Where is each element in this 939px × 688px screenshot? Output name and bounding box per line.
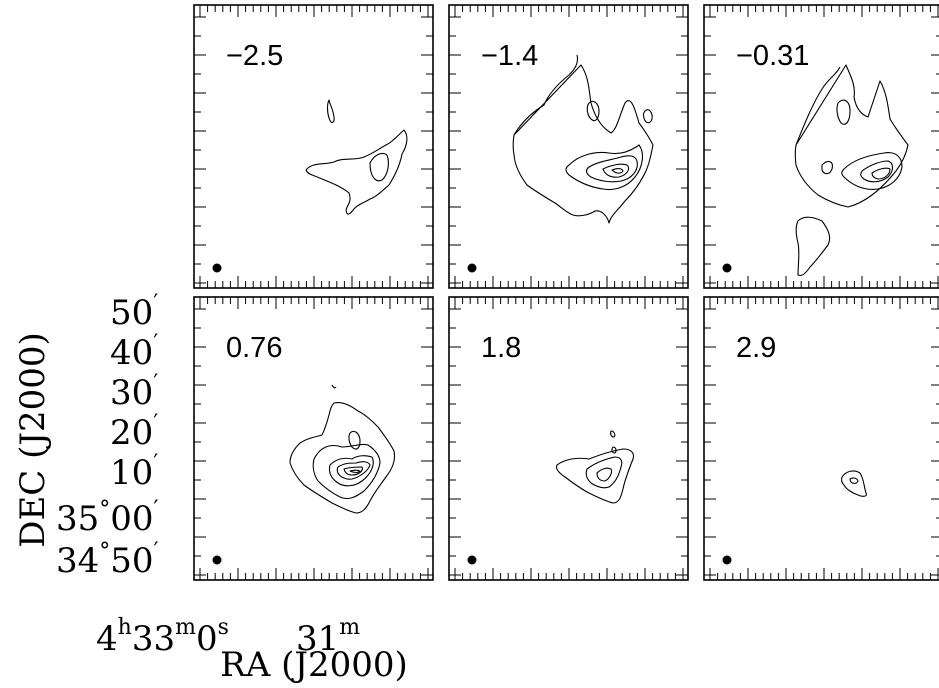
contour-line xyxy=(841,470,867,497)
contour-line xyxy=(343,466,363,476)
contour-set xyxy=(512,54,654,224)
contour-line xyxy=(596,467,613,482)
beam-marker xyxy=(467,263,477,273)
y-tick-labels: 50′ 40′ 30′ 20′ 10′ 35°00′ 34°50′ xyxy=(56,291,159,581)
panel-ticks xyxy=(449,297,688,580)
contour-line xyxy=(602,163,630,178)
contour-line xyxy=(611,168,624,174)
contour-line xyxy=(305,129,408,215)
panel-1: −2.5 xyxy=(193,4,434,289)
contour-line xyxy=(312,443,381,500)
contour-line xyxy=(328,455,374,487)
contour-line xyxy=(349,469,361,474)
y-tick-40: 40′ xyxy=(110,331,158,373)
panel-ticks xyxy=(704,297,939,580)
contour-line xyxy=(841,152,903,190)
contour-line xyxy=(369,152,389,182)
panel-4: 0.76 xyxy=(193,296,434,581)
contour-line xyxy=(611,446,617,454)
contour-line xyxy=(642,109,653,124)
contour-line xyxy=(836,99,851,125)
panel-6: 2.9 xyxy=(703,296,939,581)
contour-set xyxy=(555,430,635,504)
contour-line xyxy=(586,155,638,183)
velocity-label: 1.8 xyxy=(481,332,521,364)
velocity-label: 0.76 xyxy=(226,332,282,364)
contour-line xyxy=(289,401,396,514)
contour-line xyxy=(610,430,616,438)
panel-3: −0.31 xyxy=(703,4,939,289)
contour-line xyxy=(585,456,623,489)
contour-line xyxy=(794,64,909,208)
panel-ticks xyxy=(194,297,433,580)
contour-line xyxy=(331,384,337,389)
panel-ticks xyxy=(704,5,939,288)
x-axis-title: RA (J2000) xyxy=(220,645,408,685)
contour-line xyxy=(849,477,859,484)
panel-ticks xyxy=(449,5,688,288)
velocity-label: −0.31 xyxy=(736,40,809,72)
velocity-label: −2.5 xyxy=(226,40,283,72)
y-tick-30: 30′ xyxy=(110,371,158,413)
contour-line xyxy=(860,160,894,183)
y-tick-50: 50′ xyxy=(110,291,158,333)
beam-marker xyxy=(212,555,222,565)
contour-set xyxy=(305,99,408,215)
beam-marker xyxy=(722,263,732,273)
contour-line xyxy=(795,216,831,277)
y-tick-10: 10′ xyxy=(110,451,158,493)
y-tick-35-00: 35°00′ xyxy=(56,497,159,539)
beam-marker xyxy=(722,555,732,565)
y-tick-34-50: 34°50′ xyxy=(56,539,159,581)
contour-line xyxy=(586,100,600,122)
contour-set xyxy=(289,384,396,514)
y-axis-title: DEC (J2000) xyxy=(13,332,53,548)
contour-line xyxy=(326,99,335,123)
y-tick-20: 20′ xyxy=(110,411,158,453)
velocity-label: −1.4 xyxy=(481,40,538,72)
contour-line xyxy=(871,167,891,180)
contour-line xyxy=(821,160,833,175)
contour-set xyxy=(794,64,909,277)
beam-marker xyxy=(212,263,222,273)
beam-marker xyxy=(467,555,477,565)
panel-ticks xyxy=(194,5,433,288)
x-tick-4h33m0s: 4h33m0s xyxy=(96,615,229,659)
contour-set xyxy=(841,470,867,497)
contour-line xyxy=(565,144,644,191)
contour-line xyxy=(512,54,654,224)
panel-5: 1.8 xyxy=(448,296,689,581)
panel-2: −1.4 xyxy=(448,4,689,289)
velocity-label: 2.9 xyxy=(736,332,776,364)
contour-line xyxy=(348,430,361,450)
x-tick-31m: 31m xyxy=(296,615,360,659)
contour-line xyxy=(555,448,635,504)
panel-grid: −2.5 −1.4 −0.31 0.76 1.8 2.9 xyxy=(193,4,939,581)
contour-line xyxy=(336,461,371,480)
